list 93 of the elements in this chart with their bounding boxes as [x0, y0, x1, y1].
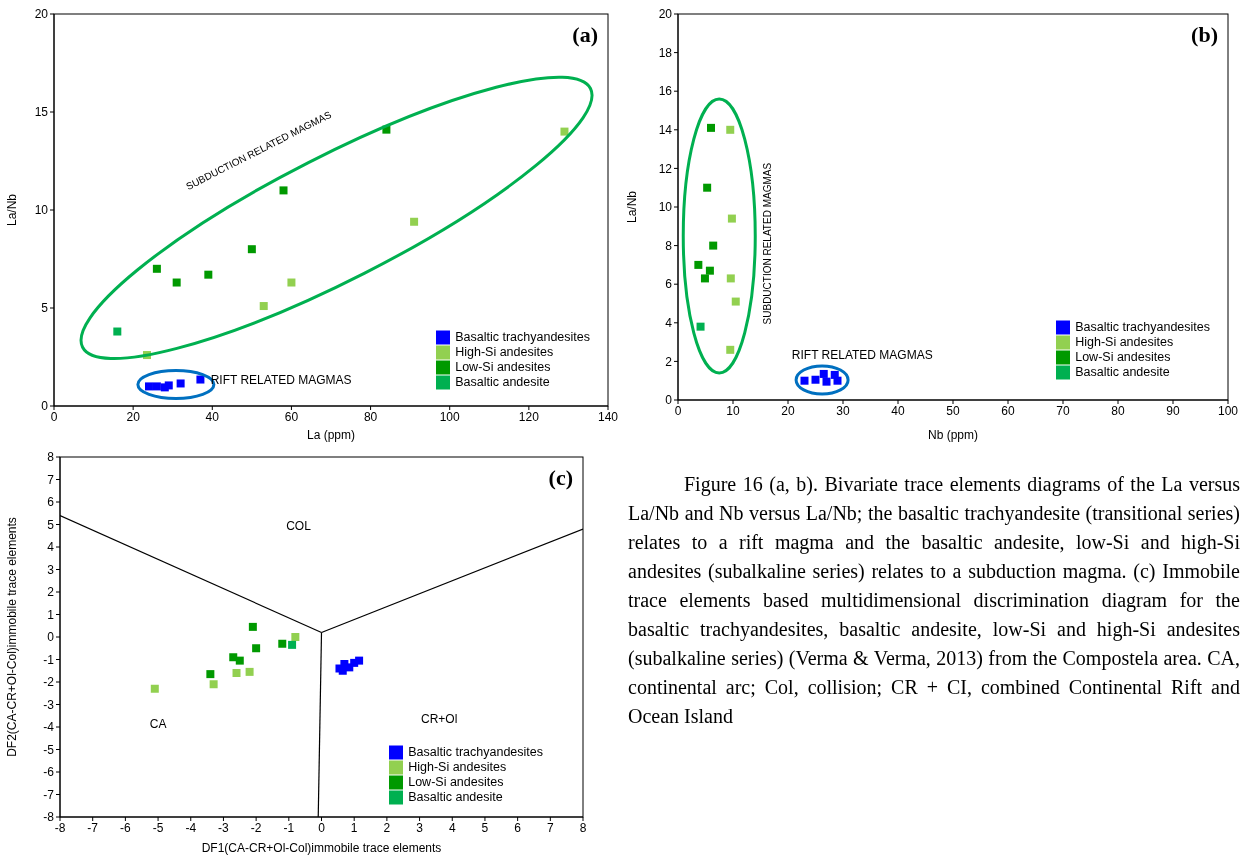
x-tick-label: 6 — [514, 820, 522, 835]
x-axis-title: Nb (ppm) — [927, 428, 979, 442]
annotation: CR+Ol — [421, 712, 458, 727]
x-tick-label: 3 — [416, 820, 424, 835]
annotation: COL — [286, 519, 312, 534]
x-tick-label: 10 — [726, 403, 740, 418]
y-tick-label: 2 — [47, 585, 55, 600]
y-tick-label: 0 — [665, 393, 673, 408]
y-tick-label: 5 — [47, 517, 55, 532]
y-tick-label: 4 — [47, 540, 55, 555]
y-tick-label: 1 — [47, 607, 55, 622]
y-tick-label: 16 — [658, 84, 673, 99]
x-tick-label: -1 — [283, 820, 295, 835]
y-tick-label: 4 — [665, 316, 673, 331]
y-tick-label: -2 — [43, 675, 55, 690]
y-tick-label: -7 — [43, 787, 55, 802]
legend-label: Basaltic trachyandesites — [1075, 320, 1210, 335]
y-axis-title: La/Nb — [625, 190, 639, 224]
y-tick-label: 8 — [47, 450, 55, 465]
y-tick-label: -6 — [43, 765, 55, 780]
y-tick-label: -4 — [43, 720, 55, 735]
y-tick-label: 15 — [34, 105, 49, 120]
y-tick-label: 6 — [47, 495, 55, 510]
x-tick-label: 1 — [350, 820, 358, 835]
legend-label: Low-Si andesites — [408, 775, 504, 790]
x-tick-label: 60 — [284, 409, 299, 424]
x-tick-label: 120 — [518, 409, 540, 424]
x-tick-label: 20 — [126, 409, 141, 424]
x-tick-label: 90 — [1166, 403, 1180, 418]
legend-label: Basaltic andesite — [1075, 365, 1170, 380]
x-tick-label: -4 — [185, 820, 197, 835]
x-tick-label: 30 — [836, 403, 850, 418]
y-tick-label: 0 — [47, 630, 55, 645]
annotation: RIFT RELATED MAGMAS — [791, 347, 933, 362]
x-tick-label: 7 — [546, 820, 554, 835]
y-tick-label: 18 — [658, 45, 673, 60]
x-tick-label: 5 — [481, 820, 489, 835]
legend-label: Basaltic andesite — [455, 375, 550, 390]
y-tick-label: 8 — [665, 238, 673, 253]
x-axis-title: DF1(CA-CR+Ol-Col)immobile trace elements — [201, 841, 442, 855]
x-tick-label: 4 — [448, 820, 456, 835]
x-tick-label: -2 — [250, 820, 262, 835]
x-tick-label: 140 — [597, 409, 619, 424]
x-tick-label: 2 — [383, 820, 391, 835]
legend-label: High-Si andesites — [1075, 335, 1174, 350]
x-tick-label: 8 — [579, 820, 587, 835]
annotation: (a) — [572, 22, 598, 47]
legend-label: Basaltic andesite — [408, 790, 503, 805]
x-tick-label: 50 — [946, 403, 960, 418]
annotation: CA — [149, 717, 167, 732]
x-tick-label: 100 — [1217, 403, 1239, 418]
x-tick-label: 40 — [205, 409, 220, 424]
legend-label: Low-Si andesites — [1075, 350, 1171, 365]
x-tick-label: -7 — [87, 820, 99, 835]
annotation: (b) — [1191, 22, 1218, 47]
legend-label: Basaltic trachyandesites — [455, 330, 590, 345]
y-tick-label: 10 — [658, 200, 673, 215]
y-tick-label: -1 — [43, 652, 55, 667]
y-tick-label: 5 — [41, 301, 49, 316]
x-tick-label: 0 — [318, 820, 326, 835]
y-tick-label: 7 — [47, 472, 55, 487]
x-tick-label: 20 — [781, 403, 795, 418]
y-tick-label: 14 — [658, 123, 673, 138]
x-tick-label: 60 — [1001, 403, 1015, 418]
y-tick-label: 3 — [47, 562, 55, 577]
x-tick-label: 80 — [1111, 403, 1125, 418]
text: Figure 16 (a, b). Bivariate trace elements diagrams of the La versus La/Nb and Nb versus La/Nb; the basaltic trachyandesite (transitional series) relates to a rift magma and the basaltic andesite, low-Si and high-Si andesites (subalkaline series) relates to a subduction magma. (c) Immobile trace elements based multidimensional discrimination diagram for the basaltic trachyandesites, basaltic andesite, low-Si and high-Si andesites (subalkaline series) (Verma & Verma, 2013) from the Compostela area. CA, continental arc; Col, collision; CR + CI, combined Continental Rift and Ocean Island — [628, 473, 1240, 727]
legend-label: Low-Si andesites — [455, 360, 551, 375]
annotation: RIFT RELATED MAGMAS — [210, 372, 352, 387]
x-tick-label: -3 — [218, 820, 230, 835]
annotation: (c) — [548, 465, 573, 490]
y-tick-label: 10 — [34, 203, 49, 218]
y-tick-label: 12 — [658, 161, 673, 176]
y-tick-label: 2 — [665, 354, 673, 369]
y-tick-label: 20 — [34, 7, 49, 22]
legend-label: High-Si andesites — [455, 345, 554, 360]
x-tick-label: -5 — [152, 820, 164, 835]
x-tick-label: 100 — [439, 409, 461, 424]
y-tick-label: 20 — [658, 7, 673, 22]
y-tick-label: -8 — [43, 810, 55, 825]
x-axis-title: La (ppm) — [306, 428, 356, 442]
x-tick-label: -6 — [120, 820, 132, 835]
annotation: SUBDUCTION RELATED MAGMAS — [762, 162, 774, 325]
x-tick-label: 40 — [891, 403, 905, 418]
y-tick-label: -3 — [43, 697, 55, 712]
y-tick-label: -5 — [43, 742, 55, 757]
y-axis-title: La/Nb — [5, 193, 19, 227]
y-axis-title: DF2(CA-CR+Ol-Col)immobile trace elements — [5, 517, 19, 757]
y-tick-label: 6 — [665, 277, 673, 292]
x-tick-label: 70 — [1056, 403, 1070, 418]
x-tick-label: 80 — [363, 409, 378, 424]
legend-label: Basaltic trachyandesites — [408, 745, 543, 760]
legend-label: High-Si andesites — [408, 760, 507, 775]
